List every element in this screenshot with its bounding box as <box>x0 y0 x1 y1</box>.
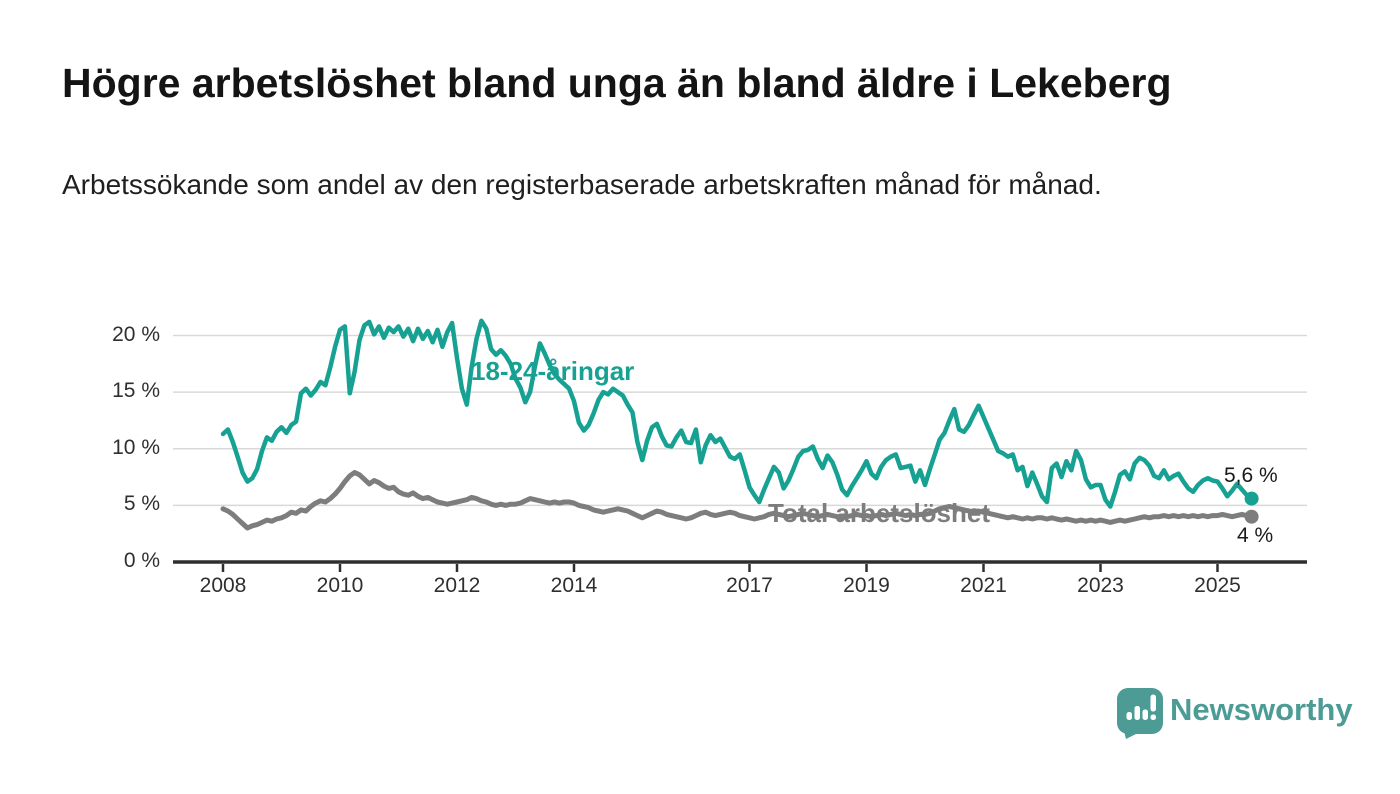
series-line <box>220 470 1255 531</box>
series-label-youth: 18-24-åringar <box>471 356 635 386</box>
series-line <box>220 318 1254 509</box>
series-end-dot <box>1244 509 1259 524</box>
series-label-total: Total arbetslöshet <box>768 498 991 528</box>
newsworthy-wordmark: Newsworthy <box>1170 692 1353 727</box>
page-title: Högre arbetslöshet bland unga än bland ä… <box>62 60 1172 106</box>
x-axis-label: 2014 <box>550 574 598 597</box>
x-axis-label: 2010 <box>316 574 364 597</box>
y-axis-label: 10 % <box>112 435 160 459</box>
y-axis-label: 0 % <box>123 549 160 572</box>
x-axis-label: 2017 <box>726 574 773 597</box>
end-value-total: 4 % <box>1237 524 1274 547</box>
end-value-youth: 5,6 % <box>1224 464 1278 487</box>
series-end-dot <box>1244 491 1259 506</box>
x-axis-label: 2008 <box>199 574 247 597</box>
chart-subtitle: Arbetssökande som andel av den registerb… <box>62 169 1102 200</box>
newsworthy-logo-icon <box>1117 688 1163 739</box>
y-axis-label: 5 % <box>123 492 160 516</box>
x-axis-label: 2012 <box>433 574 481 597</box>
y-axis-label: 20 % <box>112 322 160 346</box>
y-axis-label: 15 % <box>112 379 160 403</box>
x-axis-label: 2021 <box>960 574 1007 597</box>
x-axis-label: 2023 <box>1077 574 1124 597</box>
x-axis-label: 2019 <box>843 574 890 597</box>
x-axis-label: 2025 <box>1194 574 1241 597</box>
